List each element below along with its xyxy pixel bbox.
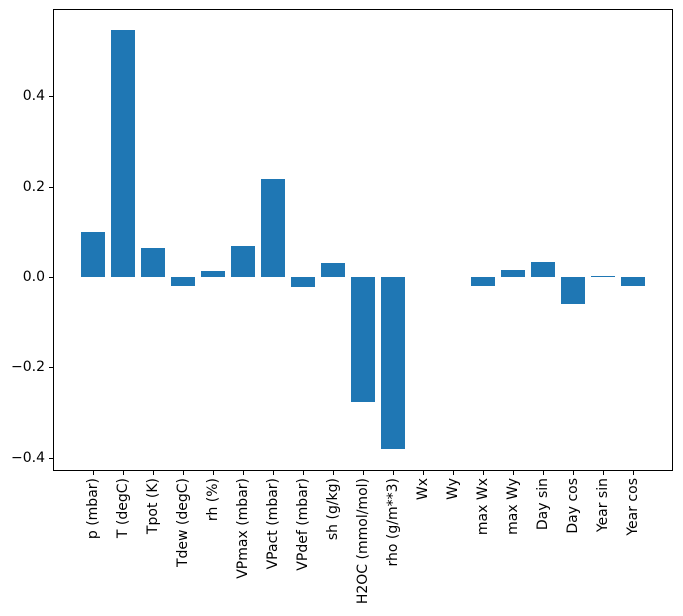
x-tick-label: VPdef (mbar) xyxy=(295,478,311,571)
bar-4 xyxy=(201,271,225,277)
x-tick-mark xyxy=(243,471,244,475)
x-tick-mark xyxy=(483,471,484,475)
bar-1 xyxy=(111,30,135,277)
bar-14 xyxy=(501,270,525,277)
x-tick-label: Day sin xyxy=(535,478,551,531)
y-tick-label: −0.2 xyxy=(11,359,45,375)
y-tick-mark xyxy=(49,187,53,188)
y-tick-label: 0.4 xyxy=(22,88,45,104)
bar-17 xyxy=(591,276,615,277)
bar-3 xyxy=(171,277,195,286)
bar-18 xyxy=(621,277,645,286)
x-tick-label: VPact (mbar) xyxy=(265,478,281,570)
bar-0 xyxy=(81,232,105,277)
bar-2 xyxy=(141,248,165,277)
x-tick-label: sh (g/kg) xyxy=(325,478,341,541)
x-tick-label: Year sin xyxy=(595,478,611,533)
x-tick-mark xyxy=(453,471,454,475)
bar-8 xyxy=(321,263,345,277)
x-tick-label: max Wy xyxy=(505,478,521,535)
x-tick-mark xyxy=(543,471,544,475)
x-tick-label: Wx xyxy=(415,478,431,501)
bar-7 xyxy=(291,277,315,287)
x-tick-mark xyxy=(93,471,94,475)
x-tick-mark xyxy=(153,471,154,475)
bar-10 xyxy=(381,277,405,449)
x-tick-label: Tdew (degC) xyxy=(175,478,191,568)
x-tick-label: H2OC (mmol/mol) xyxy=(355,478,371,605)
x-tick-label: Day cos xyxy=(565,478,581,534)
y-tick-mark xyxy=(49,277,53,278)
x-tick-label: Year cos xyxy=(625,478,641,536)
x-tick-label: Wy xyxy=(445,478,461,500)
y-tick-label: 0.2 xyxy=(22,179,45,195)
x-tick-label: rh (%) xyxy=(205,478,221,522)
x-tick-mark xyxy=(333,471,334,475)
y-tick-mark xyxy=(49,96,53,97)
x-tick-mark xyxy=(213,471,214,475)
x-tick-label: Tpot (K) xyxy=(145,478,161,535)
bar-15 xyxy=(531,262,555,277)
bar-6 xyxy=(261,179,285,277)
y-tick-label: 0.0 xyxy=(22,269,45,285)
x-tick-mark xyxy=(603,471,604,475)
y-tick-mark xyxy=(49,458,53,459)
x-tick-label: p (mbar) xyxy=(85,478,101,540)
x-tick-mark xyxy=(513,471,514,475)
x-tick-mark xyxy=(123,471,124,475)
x-tick-mark xyxy=(303,471,304,475)
y-tick-mark xyxy=(49,367,53,368)
bar-5 xyxy=(231,246,255,277)
x-tick-mark xyxy=(423,471,424,475)
x-tick-mark xyxy=(363,471,364,475)
bar-13 xyxy=(471,277,495,286)
x-tick-label: VPmax (mbar) xyxy=(235,478,251,579)
x-tick-mark xyxy=(273,471,274,475)
x-tick-label: T (degC) xyxy=(115,478,131,539)
x-tick-mark xyxy=(393,471,394,475)
x-tick-mark xyxy=(183,471,184,475)
x-tick-mark xyxy=(633,471,634,475)
x-tick-mark xyxy=(573,471,574,475)
x-tick-label: rho (g/m**3) xyxy=(385,478,401,567)
x-tick-label: max Wx xyxy=(475,478,491,536)
bar-9 xyxy=(351,277,375,402)
bar-16 xyxy=(561,277,585,304)
y-tick-label: −0.4 xyxy=(11,450,45,466)
